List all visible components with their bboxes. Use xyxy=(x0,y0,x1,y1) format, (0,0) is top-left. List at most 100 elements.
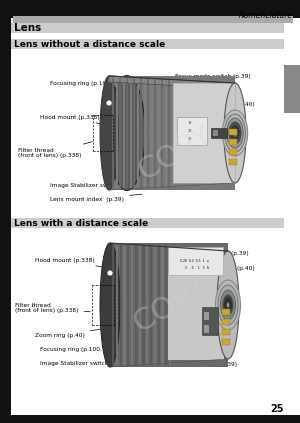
Text: Lens without a distance scale: Lens without a distance scale xyxy=(14,39,165,49)
Bar xyxy=(204,312,209,320)
Ellipse shape xyxy=(232,129,238,137)
Bar xyxy=(0,415,300,423)
Ellipse shape xyxy=(225,299,231,311)
Bar xyxy=(0,0,300,18)
Ellipse shape xyxy=(226,302,230,308)
Ellipse shape xyxy=(229,122,241,144)
Bar xyxy=(165,245,167,365)
Text: 18: 18 xyxy=(188,121,192,125)
Ellipse shape xyxy=(222,110,248,156)
Ellipse shape xyxy=(227,118,243,148)
Text: Lens mount index  (p.39): Lens mount index (p.39) xyxy=(50,194,142,201)
Bar xyxy=(154,245,156,365)
Bar xyxy=(119,78,121,188)
Bar xyxy=(112,245,114,365)
Bar xyxy=(164,78,166,188)
Text: Contacts (p.17): Contacts (p.17) xyxy=(182,169,230,178)
Text: Focus mode switch (p.39): Focus mode switch (p.39) xyxy=(175,74,251,86)
Bar xyxy=(13,16,293,23)
Bar xyxy=(173,83,235,183)
Text: Lens mount index (p.39): Lens mount index (p.39) xyxy=(165,358,237,366)
Bar xyxy=(222,319,230,325)
Bar xyxy=(143,78,146,188)
Bar xyxy=(222,309,230,315)
Bar xyxy=(135,245,137,365)
Bar xyxy=(168,247,223,275)
Bar xyxy=(154,78,156,188)
Bar xyxy=(229,159,237,165)
Bar xyxy=(169,245,171,365)
Bar xyxy=(120,245,122,365)
Text: Filter thread
(front of lens) (p.338): Filter thread (front of lens) (p.338) xyxy=(15,302,90,313)
Text: Lens: Lens xyxy=(14,23,41,33)
Text: Hood mount (p.338): Hood mount (p.338) xyxy=(35,258,110,269)
Bar xyxy=(177,117,207,145)
Bar xyxy=(204,325,209,333)
Text: Focusing ring (p.100, 164): Focusing ring (p.100, 164) xyxy=(50,80,127,92)
Text: 25: 25 xyxy=(271,404,284,414)
Bar xyxy=(123,245,126,365)
Text: Zoom position index (p.40): Zoom position index (p.40) xyxy=(175,266,255,279)
Ellipse shape xyxy=(234,131,236,135)
Bar xyxy=(213,130,218,136)
Ellipse shape xyxy=(100,243,120,367)
Bar xyxy=(116,78,118,188)
Bar xyxy=(173,83,235,183)
Ellipse shape xyxy=(220,290,236,320)
Text: Image Stabilizer switch (p.41): Image Stabilizer switch (p.41) xyxy=(40,358,137,365)
Text: Contacts (p.17): Contacts (p.17) xyxy=(183,345,228,354)
Bar xyxy=(161,78,163,188)
Bar xyxy=(168,272,224,360)
Bar xyxy=(229,149,237,155)
Bar xyxy=(211,128,227,138)
Bar xyxy=(126,78,128,188)
Bar xyxy=(140,78,142,188)
Bar xyxy=(161,245,164,365)
Bar xyxy=(110,243,228,367)
Text: Hood mount (p.338): Hood mount (p.338) xyxy=(40,115,107,125)
Bar xyxy=(158,245,160,365)
Bar xyxy=(229,139,237,145)
Bar xyxy=(11,39,284,49)
Bar xyxy=(146,245,148,365)
Bar xyxy=(139,245,141,365)
Bar xyxy=(229,129,237,135)
Bar xyxy=(147,78,149,188)
Bar xyxy=(151,78,152,188)
Text: Zoom position index (p.40): Zoom position index (p.40) xyxy=(175,102,255,115)
Bar xyxy=(0,18,11,423)
Bar xyxy=(172,78,173,188)
Bar xyxy=(142,245,145,365)
Bar xyxy=(284,65,300,113)
Text: Filter thread
(front of lens) (p.338): Filter thread (front of lens) (p.338) xyxy=(18,142,92,158)
Bar xyxy=(109,76,235,190)
Bar xyxy=(11,23,284,33)
Text: COPY: COPY xyxy=(132,120,218,186)
Text: Image Stabilizer switch (p.41): Image Stabilizer switch (p.41) xyxy=(50,180,145,187)
Ellipse shape xyxy=(231,126,239,140)
Bar xyxy=(150,245,152,365)
Circle shape xyxy=(106,100,112,106)
Bar xyxy=(112,78,114,188)
Bar xyxy=(122,78,124,188)
Ellipse shape xyxy=(227,303,229,307)
Bar xyxy=(133,78,135,188)
Text: .3    .5    1   3  ft: .3 .5 1 3 ft xyxy=(181,266,209,270)
Ellipse shape xyxy=(218,285,238,325)
Circle shape xyxy=(107,270,113,276)
Text: 24: 24 xyxy=(188,129,192,133)
Bar xyxy=(11,218,284,228)
Bar xyxy=(131,245,133,365)
Ellipse shape xyxy=(224,114,245,152)
Bar xyxy=(130,78,131,188)
Polygon shape xyxy=(109,76,235,89)
Text: Zoom ring (p.40): Zoom ring (p.40) xyxy=(182,88,232,101)
Bar xyxy=(116,245,118,365)
Ellipse shape xyxy=(109,75,145,190)
Text: COPY: COPY xyxy=(128,272,213,338)
Ellipse shape xyxy=(223,295,233,315)
Bar xyxy=(136,78,139,188)
Text: 0.28  0.3  0.5  1  ∞: 0.28 0.3 0.5 1 ∞ xyxy=(181,259,209,263)
Text: Distance scale: Distance scale xyxy=(185,280,228,290)
Text: 28: 28 xyxy=(188,137,192,141)
